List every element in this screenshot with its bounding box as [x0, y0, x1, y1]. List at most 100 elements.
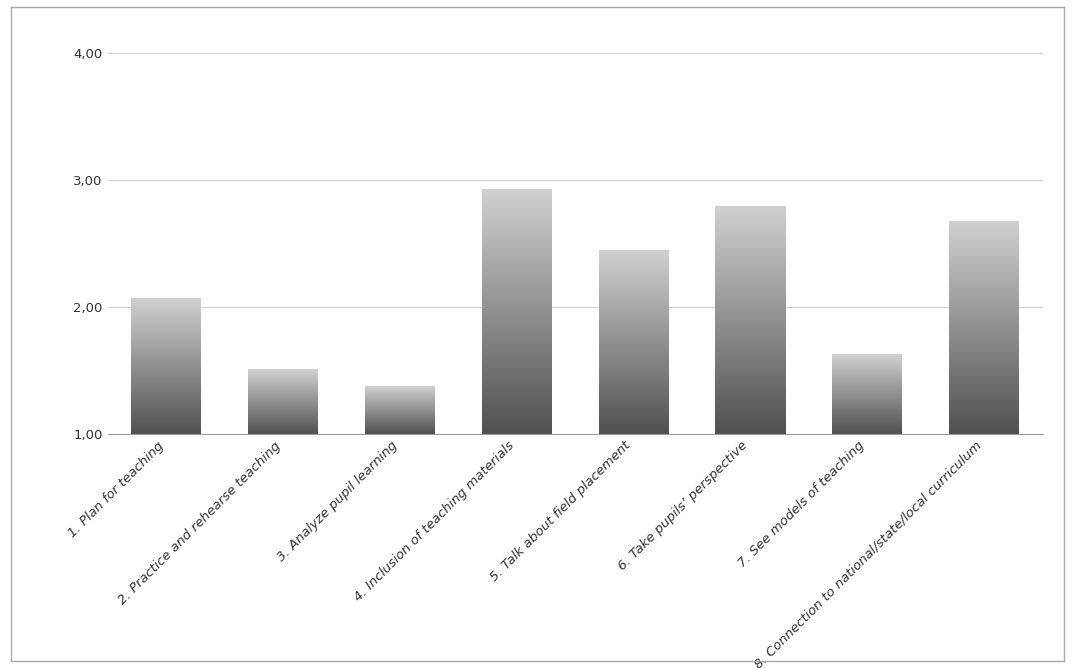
Bar — [949, 304, 1019, 305]
Bar — [716, 377, 786, 378]
Bar — [599, 364, 669, 365]
Bar — [716, 349, 786, 351]
Bar — [949, 321, 1019, 322]
Bar — [482, 385, 551, 386]
Bar — [482, 407, 551, 408]
Bar — [949, 225, 1019, 226]
Bar — [949, 339, 1019, 341]
Bar — [482, 312, 551, 313]
Bar — [482, 237, 551, 238]
Bar — [131, 383, 201, 384]
Bar — [599, 303, 669, 305]
Bar — [949, 242, 1019, 243]
Bar — [599, 273, 669, 274]
Bar — [716, 214, 786, 215]
Bar — [482, 216, 551, 217]
Bar — [599, 302, 669, 303]
Bar — [949, 371, 1019, 372]
Bar — [716, 242, 786, 243]
Bar — [599, 358, 669, 359]
Bar — [716, 422, 786, 423]
Bar — [716, 389, 786, 391]
Bar — [716, 270, 786, 271]
Bar — [599, 319, 669, 320]
Bar — [949, 261, 1019, 263]
Bar — [949, 287, 1019, 288]
Bar — [482, 432, 551, 433]
Bar — [131, 373, 201, 374]
Bar — [482, 208, 551, 209]
Bar — [949, 370, 1019, 371]
Bar — [949, 349, 1019, 350]
Bar — [599, 311, 669, 312]
Bar — [716, 222, 786, 223]
Bar — [131, 366, 201, 367]
Bar — [949, 387, 1019, 388]
Bar — [716, 255, 786, 256]
Bar — [949, 430, 1019, 431]
Bar — [482, 234, 551, 236]
Bar — [716, 215, 786, 216]
Bar — [599, 397, 669, 398]
Bar — [949, 319, 1019, 320]
Bar — [599, 254, 669, 255]
Bar — [599, 424, 669, 425]
Bar — [716, 216, 786, 217]
Bar — [131, 352, 201, 353]
Bar — [716, 371, 786, 373]
Bar — [949, 267, 1019, 268]
Bar — [949, 405, 1019, 407]
Bar — [482, 287, 551, 289]
Bar — [599, 415, 669, 417]
Bar — [949, 282, 1019, 283]
Bar — [482, 357, 551, 358]
Bar — [949, 230, 1019, 232]
Bar — [716, 368, 786, 369]
Bar — [716, 430, 786, 431]
Bar — [482, 204, 551, 205]
Bar — [716, 403, 786, 405]
Bar — [599, 291, 669, 293]
Bar — [131, 433, 201, 434]
Bar — [482, 264, 551, 265]
Bar — [949, 268, 1019, 269]
Bar — [131, 351, 201, 352]
Bar — [949, 427, 1019, 428]
Bar — [716, 257, 786, 259]
Bar — [599, 274, 669, 275]
Bar — [949, 228, 1019, 230]
Bar — [949, 386, 1019, 387]
Bar — [599, 351, 669, 352]
Bar — [716, 425, 786, 426]
Bar — [716, 339, 786, 341]
Bar — [949, 431, 1019, 432]
Bar — [482, 243, 551, 244]
Bar — [949, 255, 1019, 256]
Bar — [716, 261, 786, 262]
Bar — [949, 414, 1019, 415]
Bar — [131, 353, 201, 354]
Bar — [131, 345, 201, 346]
Bar — [716, 367, 786, 368]
Bar — [482, 412, 551, 413]
Bar — [482, 381, 551, 383]
Bar — [482, 341, 551, 342]
Bar — [599, 318, 669, 319]
Bar — [131, 316, 201, 317]
Bar — [482, 361, 551, 362]
Bar — [131, 401, 201, 402]
Bar — [482, 423, 551, 424]
Bar — [482, 296, 551, 297]
Bar — [949, 400, 1019, 401]
Bar — [482, 214, 551, 215]
Bar — [949, 322, 1019, 323]
Bar — [716, 225, 786, 226]
Bar — [482, 393, 551, 395]
Bar — [599, 256, 669, 257]
Bar — [949, 368, 1019, 369]
Bar — [716, 321, 786, 322]
Bar — [482, 190, 551, 192]
Bar — [482, 342, 551, 343]
Bar — [482, 314, 551, 315]
Bar — [716, 373, 786, 375]
